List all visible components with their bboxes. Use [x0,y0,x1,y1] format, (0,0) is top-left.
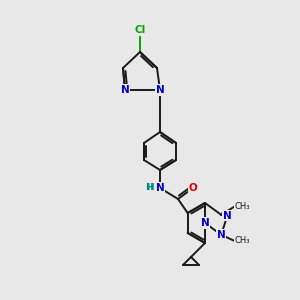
Text: Cl: Cl [134,25,146,35]
Text: N: N [156,85,164,95]
Text: CH₃: CH₃ [234,236,250,245]
Text: N: N [121,85,129,95]
Text: N: N [156,183,164,193]
Text: H: H [146,184,154,193]
Text: CH₃: CH₃ [234,202,250,211]
Text: O: O [189,183,197,193]
Text: N: N [223,211,232,221]
Text: N: N [217,230,226,240]
Text: H: H [145,184,153,193]
Text: N: N [201,218,209,228]
